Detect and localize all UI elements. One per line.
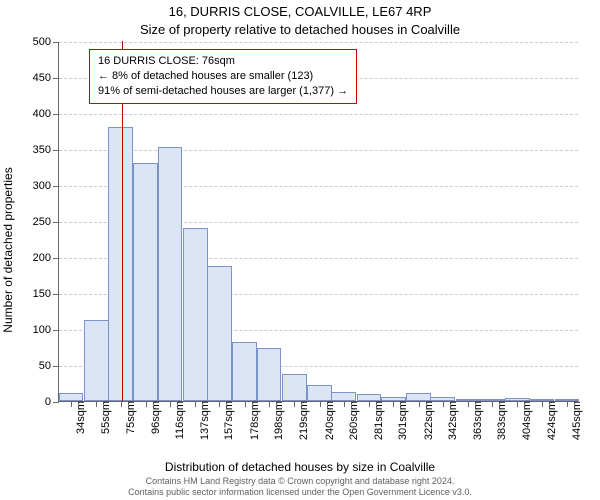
x-tick-label: 219sqm [290,401,310,440]
y-tick-label: 300 [33,180,59,192]
histogram-bar [158,147,183,401]
title-main: 16, DURRIS CLOSE, COALVILLE, LE67 4RP [0,4,600,19]
x-tick-label: 96sqm [142,401,162,434]
histogram-bar [282,374,307,401]
y-tick-label: 250 [33,216,59,228]
x-tick-label: 363sqm [464,401,484,440]
gridline [59,42,578,43]
x-tick-label: 240sqm [316,401,336,440]
histogram-bar [257,348,282,401]
info-box-line: 91% of semi-detached houses are larger (… [98,84,348,99]
y-tick-label: 450 [33,72,59,84]
property-info-box: 16 DURRIS CLOSE: 76sqm← 8% of detached h… [89,49,357,104]
attribution: Contains HM Land Registry data © Crown c… [0,476,600,498]
x-tick-label: 34sqm [67,401,87,434]
histogram-bar [133,163,158,401]
x-tick-label: 445sqm [563,401,583,440]
title-sub: Size of property relative to detached ho… [0,22,600,37]
attribution-line-2: Contains public sector information licen… [0,487,600,498]
x-tick-label: 342sqm [439,401,459,440]
x-tick-label: 116sqm [166,401,186,439]
chart-container: 16, DURRIS CLOSE, COALVILLE, LE67 4RP Si… [0,0,600,500]
x-tick-label: 281sqm [365,401,385,440]
histogram-bar [232,342,257,401]
x-tick-label: 137sqm [191,401,211,440]
x-tick-label: 55sqm [92,401,112,434]
x-tick-label: 198sqm [265,401,285,440]
attribution-line-1: Contains HM Land Registry data © Crown c… [0,476,600,487]
info-box-line: 16 DURRIS CLOSE: 76sqm [98,54,348,69]
x-tick-label: 75sqm [117,401,137,434]
info-box-line: ← 8% of detached houses are smaller (123… [98,69,348,84]
y-tick-label: 150 [33,288,59,300]
y-tick-label: 500 [33,36,59,48]
histogram-bar [406,393,431,401]
histogram-bar [331,392,356,401]
histogram-bar [84,320,109,401]
x-tick-label: 178sqm [241,401,261,440]
histogram-bar [59,393,84,401]
histogram-bar [357,394,382,401]
x-tick-label: 404sqm [513,401,533,440]
y-tick-label: 50 [39,360,59,372]
y-tick-label: 400 [33,108,59,120]
x-tick-label: 301sqm [389,401,409,440]
histogram-bar [183,228,208,401]
x-axis-title: Distribution of detached houses by size … [0,460,600,474]
histogram-bar [207,266,232,401]
y-tick-label: 100 [33,324,59,336]
histogram-bar [307,385,332,401]
y-tick-label: 350 [33,144,59,156]
x-tick-label: 260sqm [340,401,360,440]
x-tick-label: 157sqm [215,401,235,440]
y-axis-label: Number of detached properties [1,167,15,332]
y-tick-label: 0 [45,396,59,408]
plot-area: 05010015020025030035040045050034sqm55sqm… [58,42,578,402]
y-tick-label: 200 [33,252,59,264]
x-tick-label: 383sqm [488,401,508,440]
gridline [59,114,578,115]
histogram-bar [108,127,133,401]
gridline [59,150,578,151]
x-tick-label: 322sqm [415,401,435,440]
x-tick-label: 424sqm [538,401,558,440]
